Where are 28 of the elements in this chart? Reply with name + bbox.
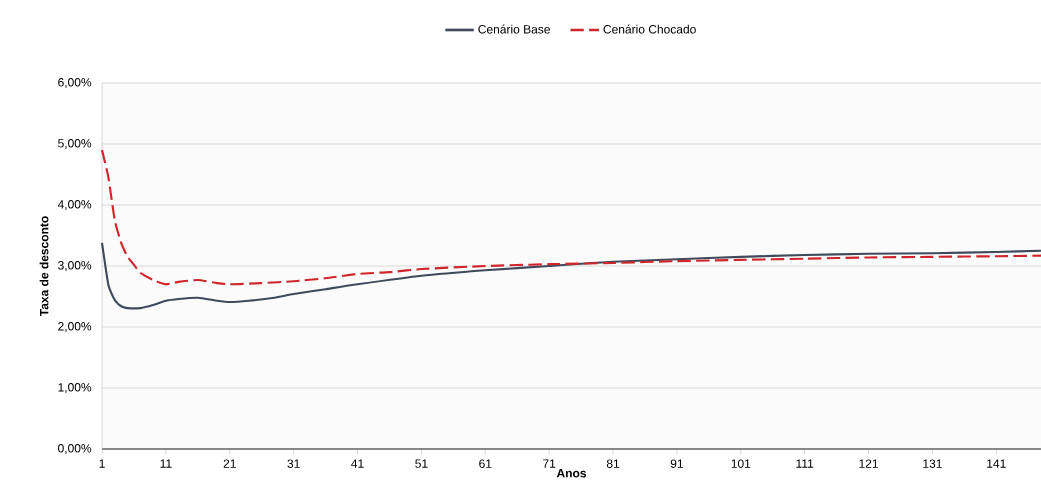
y-tick-label: 0,00% [58,444,92,454]
x-tick-label: 21 [223,459,236,468]
x-tick-label: 61 [479,459,492,468]
x-tick-label: 1 [99,459,105,468]
x-tick-label: 11 [160,459,172,468]
x-tick-label: 131 [923,459,942,468]
x-tick-label: 31 [287,459,300,468]
y-tick-label: 3,00% [58,261,92,271]
y-tick-label: 5,00% [58,139,92,149]
y-tick-label: 2,00% [58,322,92,332]
line-series [100,149,1041,286]
line-series [100,241,1041,310]
x-tick-label: 111 [796,459,814,468]
legend-label: Cenário Chocado [603,24,696,34]
x-axis-title: Anos [556,469,587,478]
y-tick-label: 1,00% [58,383,92,393]
y-tick-label: 4,00% [57,200,92,210]
x-tick-label: 81 [606,459,620,468]
x-tick-label: 71 [543,459,556,468]
x-tick-label: 41 [351,459,364,468]
y-axis-title: Taxa de desconto [39,216,49,317]
x-tick-label: 101 [731,459,751,468]
y-tick-label: 6,00% [58,78,92,88]
x-tick-label: 91 [670,459,683,468]
x-tick-label: 141 [987,459,1006,468]
legend-label: Cenário Base [478,24,550,34]
x-tick-label: 121 [859,459,878,468]
x-tick-label: 51 [415,459,428,468]
